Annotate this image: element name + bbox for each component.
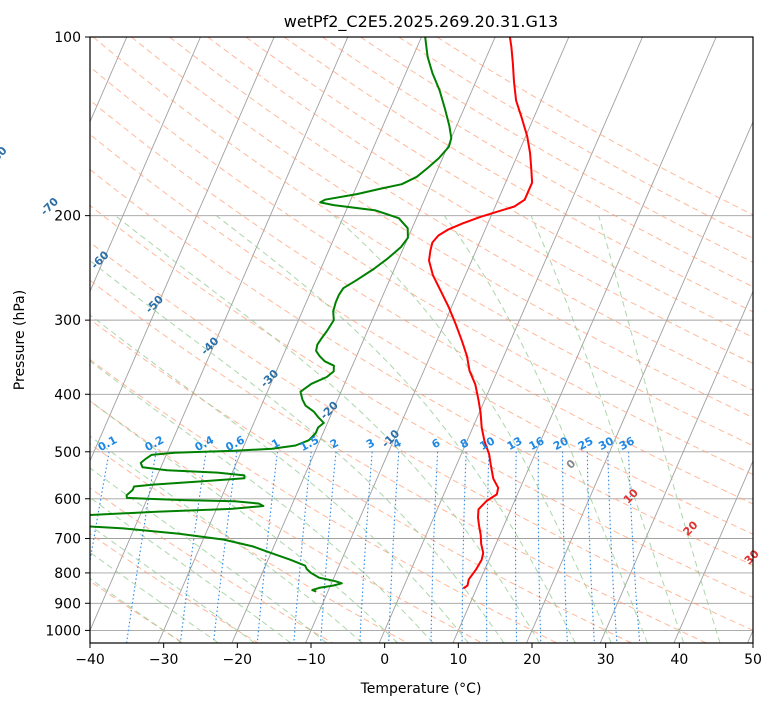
x-tick-label: 20 [523, 652, 541, 668]
y-tick-label: 400 [54, 387, 81, 403]
isotherm-line [90, 37, 275, 463]
dry-adiabat-line [90, 279, 707, 643]
dry-adiabat-line [169, 37, 753, 391]
moist-adiabat-line [115, 215, 540, 643]
mixing-ratio-label: 20 [551, 434, 571, 453]
isotherm-line [90, 37, 349, 632]
chart-title: wetPf2_C2E5.2025.269.20.31.G13 [284, 12, 558, 32]
background-guides [90, 37, 753, 643]
moist-adiabat-line [90, 551, 219, 643]
isotherm-line [673, 459, 753, 643]
moist-adiabat-line [90, 260, 505, 643]
dry-adiabat-line [90, 400, 483, 643]
x-tick-label: 40 [670, 652, 688, 668]
isotherm-line [452, 37, 717, 643]
moist-adiabat-line [90, 467, 327, 643]
moist-adiabat-line [530, 215, 685, 643]
mixing-ratio-line [179, 451, 207, 643]
dry-adiabat-line [207, 37, 753, 365]
y-axis-label: Pressure (hPa) [12, 290, 28, 390]
x-tick-label: −10 [296, 652, 326, 668]
moist-adiabat-line [90, 524, 255, 643]
dewpoint-profile [90, 37, 453, 593]
y-tick-label: 200 [54, 209, 81, 225]
moist-adiabat-line [90, 314, 469, 643]
x-axis-label: Temperature (°C) [360, 681, 482, 697]
moist-adiabat-line [90, 497, 292, 643]
mixing-ratio-label: 13 [505, 434, 525, 453]
plot-frame [89, 36, 754, 644]
y-tick-label: 1000 [45, 623, 81, 639]
dry-adiabat-line [90, 241, 753, 631]
y-tick-label: 100 [54, 30, 81, 46]
moist-adiabat-line [443, 215, 648, 643]
dry-adiabat-line [90, 168, 753, 566]
y-tick-label: 900 [54, 596, 81, 612]
moist-adiabat-line [215, 215, 576, 643]
x-tick-label: 50 [744, 652, 762, 668]
y-tick-label: 500 [54, 445, 81, 461]
x-tick-label: 10 [449, 652, 467, 668]
moist-adiabat-line [90, 400, 398, 643]
mixing-ratio-line [212, 451, 238, 643]
temperature-profile [428, 37, 534, 590]
y-tick-label: 700 [54, 532, 81, 548]
dry-adiabat-line [283, 37, 753, 313]
mixing-ratio-label: 16 [527, 434, 547, 453]
y-tick-label: 600 [54, 492, 81, 508]
moist-adiabat-line [90, 577, 182, 643]
dry-adiabat-line [90, 358, 558, 643]
isotherm-line [599, 290, 753, 643]
mixing-ratio-line [126, 451, 157, 643]
y-tick-label: 800 [54, 566, 81, 582]
dry-adiabat-line [92, 37, 753, 447]
isotherm-line [378, 37, 643, 643]
x-tick-label: −40 [75, 652, 105, 668]
mixing-ratio-line [293, 451, 312, 643]
isotherm-line [305, 37, 570, 643]
dry-adiabat-line [398, 37, 753, 239]
x-tick-label: −30 [149, 652, 179, 668]
dry-adiabat-line [90, 66, 753, 475]
moist-adiabat-line [598, 215, 721, 643]
mixing-ratio-label: 25 [576, 434, 596, 453]
sounding-profiles [90, 37, 534, 593]
x-tick-label: 30 [597, 652, 615, 668]
isotherm-label: -80 [0, 144, 10, 167]
isotherm-line [157, 37, 422, 643]
mixing-ratio-label: 36 [617, 434, 637, 453]
moist-adiabat-line [90, 360, 434, 643]
mixing-ratio-label: 30 [596, 434, 616, 453]
dry-adiabat-line [90, 204, 753, 598]
dry-adiabat-line [360, 37, 753, 263]
axes: −40 −30 −20 −10 0 10 20 30 40 50 100 200 300 400 500 60… [45, 30, 762, 668]
mixing-ratio-label: 10 [477, 434, 497, 453]
isotherm-line [90, 37, 201, 293]
mixing-ratio-line [256, 451, 278, 643]
x-tick-label: −20 [223, 652, 253, 668]
guide-labels: 0.10.20.40.611.52346810131620253036-100-… [0, 144, 762, 567]
plot-background [90, 37, 753, 643]
moist-adiabat-line [333, 215, 612, 643]
mixing-ratio-line [320, 451, 337, 643]
mixing-ratio-line [90, 451, 110, 564]
dry-adiabat-line [90, 133, 753, 535]
y-tick-label: 300 [54, 313, 81, 329]
x-tick-label: 0 [380, 652, 389, 668]
